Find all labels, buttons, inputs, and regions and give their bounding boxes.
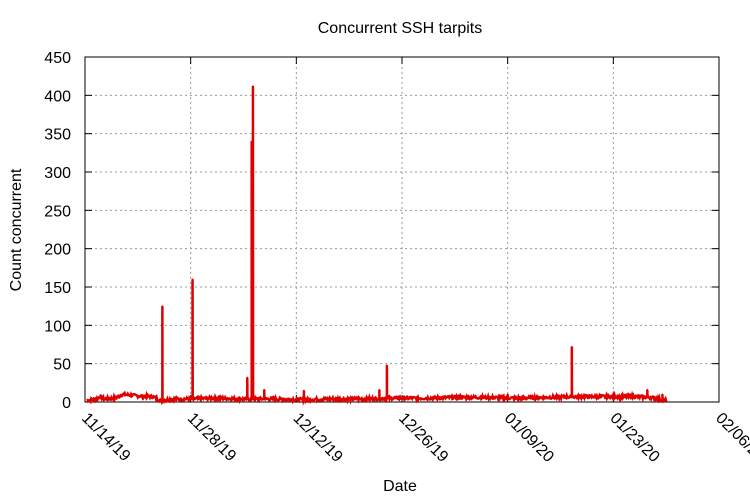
- spike-point: [571, 346, 573, 348]
- x-tick-label: 11/14/19: [78, 410, 133, 465]
- spike-point: [506, 393, 509, 396]
- spike-point: [378, 388, 381, 391]
- spike-point: [263, 388, 266, 391]
- x-tick-label: 01/23/20: [607, 410, 663, 466]
- y-tick-label: 200: [44, 242, 71, 259]
- y-axis-label: Count concurrent: [8, 168, 25, 291]
- spike-point: [646, 388, 649, 391]
- y-tick-label: 100: [44, 318, 71, 335]
- spike-point: [252, 85, 254, 87]
- grid: [85, 57, 719, 402]
- y-tick-label: 300: [44, 165, 71, 182]
- series: [86, 85, 668, 406]
- spike-point: [250, 140, 253, 143]
- y-tick-label: 150: [44, 280, 71, 297]
- y-tick-label: 450: [44, 50, 71, 67]
- spike-point: [191, 278, 194, 281]
- x-tick-label: 12/26/19: [395, 410, 451, 466]
- x-tick-label: 01/09/20: [501, 410, 557, 466]
- x-axis-label: Date: [383, 478, 417, 495]
- series-line: [86, 86, 668, 406]
- y-tick-label: 400: [44, 88, 71, 105]
- y-tick-label: 250: [44, 203, 71, 220]
- x-axis: 11/14/19 11/28/19 12/12/19 12/26/19 01/09/20…: [78, 57, 750, 466]
- spike-point: [386, 364, 388, 367]
- spike-point: [161, 305, 164, 307]
- y-tick-label: 0: [62, 395, 71, 412]
- chart-title: Concurrent SSH tarpits: [318, 20, 483, 37]
- y-axis: 0 50 100 150 200 250 300 350 400 450: [44, 50, 719, 412]
- spike-point: [303, 389, 305, 392]
- x-tick-label: 11/28/19: [184, 410, 239, 465]
- y-tick-label: 50: [53, 357, 71, 374]
- spike-point: [246, 376, 249, 379]
- x-tick-label: 02/06/20: [712, 410, 750, 466]
- x-tick-label: 12/12/19: [290, 410, 346, 466]
- y-tick-label: 350: [44, 127, 71, 144]
- spike-point: [661, 393, 664, 396]
